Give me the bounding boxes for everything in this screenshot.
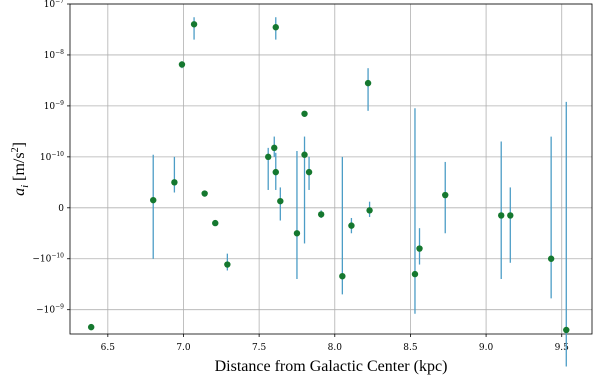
data-point: [265, 153, 272, 161]
data-point: [305, 168, 313, 176]
y-axis-label-unit-superscript: 2: [10, 147, 21, 152]
x-tick-label: 7.5: [252, 343, 267, 353]
data-point: [190, 21, 198, 28]
data-point: [301, 110, 308, 117]
plot-frame: [69, 3, 593, 335]
data-point: [224, 261, 231, 268]
y-tick-label: 0: [58, 204, 64, 214]
data-point: [317, 211, 325, 218]
data-point: [178, 61, 186, 68]
x-tick-label: 8.5: [403, 343, 418, 353]
data-point: [171, 179, 178, 186]
data-point: [442, 191, 449, 199]
data-point: [293, 230, 301, 237]
x-axis-label: Distance from Galactic Center (kpc): [215, 358, 448, 375]
x-tick-label: 7.0: [176, 343, 191, 353]
y-tick-label: −10−9: [36, 304, 64, 316]
data-points: [87, 21, 570, 334]
data-point: [416, 245, 423, 252]
data-point: [272, 24, 279, 31]
data-point: [272, 168, 279, 176]
data-point: [411, 270, 419, 278]
data-point: [364, 79, 372, 87]
data-point: [271, 144, 278, 152]
data-point: [498, 212, 505, 219]
y-tick-label: −10−10: [32, 253, 64, 265]
x-tick-label: 9.5: [555, 343, 570, 353]
y-tick-label: 10−9: [44, 100, 64, 112]
y-axis-label-subscript: i: [19, 185, 31, 188]
data-point: [366, 207, 373, 214]
y-tick-label: 10−8: [44, 49, 64, 61]
y-tick-label: 10−10: [40, 151, 64, 163]
grid-lines: [70, 3, 592, 334]
data-point: [201, 190, 208, 197]
y-tick-label: 10−7: [44, 0, 64, 10]
error-bars: [152, 17, 567, 367]
data-point: [547, 255, 555, 262]
data-point: [339, 272, 346, 280]
data-point: [277, 197, 284, 205]
data-point: [212, 219, 219, 227]
data-point: [301, 151, 308, 158]
x-tick-label: 8.0: [328, 343, 343, 353]
y-axis-label: ai [m/s2]: [10, 142, 31, 196]
axis-ticks: 6.5 7.0 7.5 8.0 8.5 9.0 9.5 10−7 10−8 10−9 10−10 0 −…: [32, 0, 569, 353]
data-point: [150, 196, 157, 204]
y-axis-label-symbol: a: [11, 188, 28, 196]
data-point: [507, 212, 514, 219]
y-axis-label-unit-close: ]: [11, 142, 28, 147]
y-axis-label-unit: [m/s: [11, 152, 28, 180]
data-point: [87, 323, 95, 331]
data-point: [348, 222, 355, 229]
data-point: [563, 326, 570, 334]
x-tick-label: 9.0: [479, 343, 494, 353]
x-tick-label: 6.5: [101, 343, 116, 353]
